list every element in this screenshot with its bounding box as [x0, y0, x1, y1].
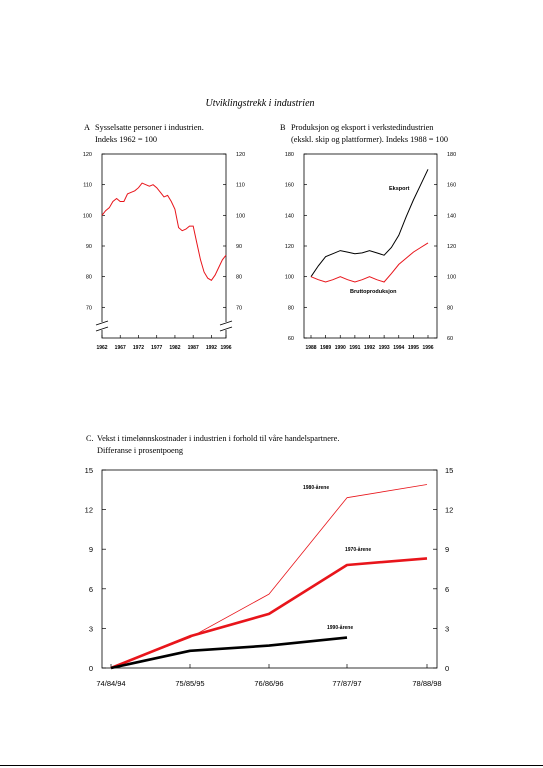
chart-b-ytick-label-right: 100: [447, 275, 456, 281]
panel-b-title: B Produksjon og eksport i verkstedindustr…: [280, 122, 448, 146]
chart-b-xtick-label: 1993: [379, 345, 390, 351]
chart-a-xtick-label: 1987: [188, 345, 199, 351]
chart-b-xtick-label: 1995: [408, 345, 419, 351]
chart-a-xtick-label: 1962: [96, 345, 107, 351]
chart-a-xtick-label: 1996: [220, 345, 231, 351]
panel-b-title-line2: (ekskl. skip og plattformer). Indeks 198…: [291, 135, 448, 144]
chart-c-series-line: [110, 557, 428, 670]
chart-a-break-gap: [220, 322, 232, 330]
chart-c-ytick-label-left: 15: [85, 466, 93, 475]
chart-c-xtick-label: 74/84/94: [96, 679, 125, 688]
chart-c-ytick-label-right: 9: [445, 545, 449, 554]
page-title: Utviklingstrekk i industrien: [205, 98, 315, 109]
chart-b-ytick-label-left: 60: [288, 336, 294, 342]
chart-b-xtick-label: 1989: [320, 345, 331, 351]
chart-c-ytick-label-left: 9: [89, 545, 93, 554]
chart-a-break-mark: [95, 326, 109, 332]
chart-a-series-line: [101, 182, 227, 281]
chart-b-series-line: [310, 169, 429, 277]
chart-c-ytick-label-right: 6: [445, 585, 449, 594]
chart-a-ytick-label-right: 90: [236, 244, 242, 250]
chart-a-xtick-label: 1967: [115, 345, 126, 351]
panel-a-letter: A: [84, 123, 90, 132]
chart-b-ytick-label-left: 160: [285, 183, 294, 189]
chart-b-xtick-label: 1990: [335, 345, 346, 351]
chart-a-break-mark: [219, 320, 233, 326]
chart-a-ytick-label-left: 110: [83, 183, 92, 189]
chart-c-ytick-label-left: 12: [85, 506, 93, 515]
chart-b-xtick-label: 1991: [349, 345, 360, 351]
chart-b-ytick-label-right: 180: [447, 152, 456, 158]
panel-a-title-line2: Indeks 1962 = 100: [95, 135, 158, 144]
chart-c-xtick-label: 78/88/98: [412, 679, 441, 688]
chart-a-ytick-label-right: 70: [236, 305, 242, 311]
chart-b-ytick-label-left: 180: [285, 152, 294, 158]
panel-a-title: A Sysselsatte personer i industrien. Inde…: [84, 122, 204, 146]
chart-c-series-line: [110, 636, 348, 670]
chart-a-ytick-label-left: 90: [86, 244, 92, 250]
chart-a-break-gap: [96, 322, 108, 330]
chart-c-ytick-label-right: 3: [445, 624, 449, 633]
chart-b-ytick-label-left: 120: [285, 244, 294, 250]
chart-a-break-mark: [95, 320, 109, 326]
chart-a-xtick-label: 1972: [133, 345, 144, 351]
chart-c-ytick-label-right: 0: [445, 664, 449, 673]
panel-c-title: C. Vekst i timelønnskostnader i industrie…: [86, 433, 339, 457]
chart-a-break-mark: [219, 326, 233, 332]
panel-c-title-line1: Vekst i timelønnskostnader i industrien …: [97, 434, 340, 443]
chart-b-series-line: [310, 242, 429, 283]
panel-a-title-line1: Sysselsatte personer i industrien.: [95, 123, 204, 132]
chart-b-ytick-label-right: 80: [447, 305, 453, 311]
chart-b-ytick-label-right: 60: [447, 336, 453, 342]
chart-b-ytick-label-left: 100: [285, 275, 294, 281]
chart-c-label-1970: 1970-årene: [345, 546, 371, 553]
panel-b-letter: B: [280, 123, 286, 132]
chart-b-xtick-label: 1994: [393, 345, 404, 351]
chart-a-ytick-label-right: 100: [236, 213, 245, 219]
chart-b-ytick-label-left: 140: [285, 213, 294, 219]
chart-c-ytick-label-left: 0: [89, 664, 93, 673]
chart-a-ytick-label-left: 70: [86, 305, 92, 311]
chart-b-xtick-label: 1996: [422, 345, 433, 351]
chart-a-ytick-label-right: 80: [236, 275, 242, 281]
panel-c-title-line2: Differanse i prosentpoeng: [97, 446, 184, 455]
chart-c-xtick-label: 77/87/97: [332, 679, 361, 688]
chart-a-ytick-label-left: 100: [83, 213, 92, 219]
chart-b-ytick-label-right: 140: [447, 213, 456, 219]
chart-a-axis-break-right: [219, 320, 233, 332]
page-bottom-rule: [0, 765, 543, 766]
chart-b-ytick-label-right: 160: [447, 183, 456, 189]
chart-c-xtick-label: 76/86/96: [254, 679, 283, 688]
chart-a-xtick-label: 1977: [151, 345, 162, 351]
chart-a-ytick-label-right: 120: [236, 152, 245, 158]
chart-b-ytick-label-right: 120: [447, 244, 456, 250]
chart-c-series-line: [110, 484, 428, 669]
chart-b-label-eksport: Eksport: [389, 186, 410, 192]
chart-b-ytick-label-left: 80: [288, 305, 294, 311]
chart-a-ytick-label-right: 110: [236, 183, 245, 189]
chart-c-ytick-label-right: 12: [445, 506, 453, 515]
panel-b-title-line1: Produksjon og eksport i verkstedindustri…: [291, 123, 434, 132]
chart-c-label-1980: 1980-årene: [303, 484, 329, 491]
chart-a-ytick-label-left: 120: [83, 152, 92, 158]
chart-c-ytick-label-left: 6: [89, 585, 93, 594]
chart-c-ytick-label-left: 3: [89, 624, 93, 633]
chart-a-xtick-label: 1992: [206, 345, 217, 351]
chart-a-ytick-label-left: 80: [86, 275, 92, 281]
chart-c-ytick-label-right: 15: [445, 466, 453, 475]
chart-a-xtick-label: 1982: [169, 345, 180, 351]
chart-b-label-bruttoproduksjon: Bruttoproduksjon: [350, 289, 397, 295]
chart-c-frame: [101, 469, 438, 669]
chart-c-label-1990: 1990-årene: [327, 624, 353, 631]
chart-c-xtick-label: 75/85/95: [175, 679, 204, 688]
chart-b-xtick-label: 1988: [305, 345, 316, 351]
chart-b-xtick-label: 1992: [364, 345, 375, 351]
panel-c-letter: C.: [86, 434, 94, 443]
chart-a-axis-break-left: [95, 320, 109, 332]
